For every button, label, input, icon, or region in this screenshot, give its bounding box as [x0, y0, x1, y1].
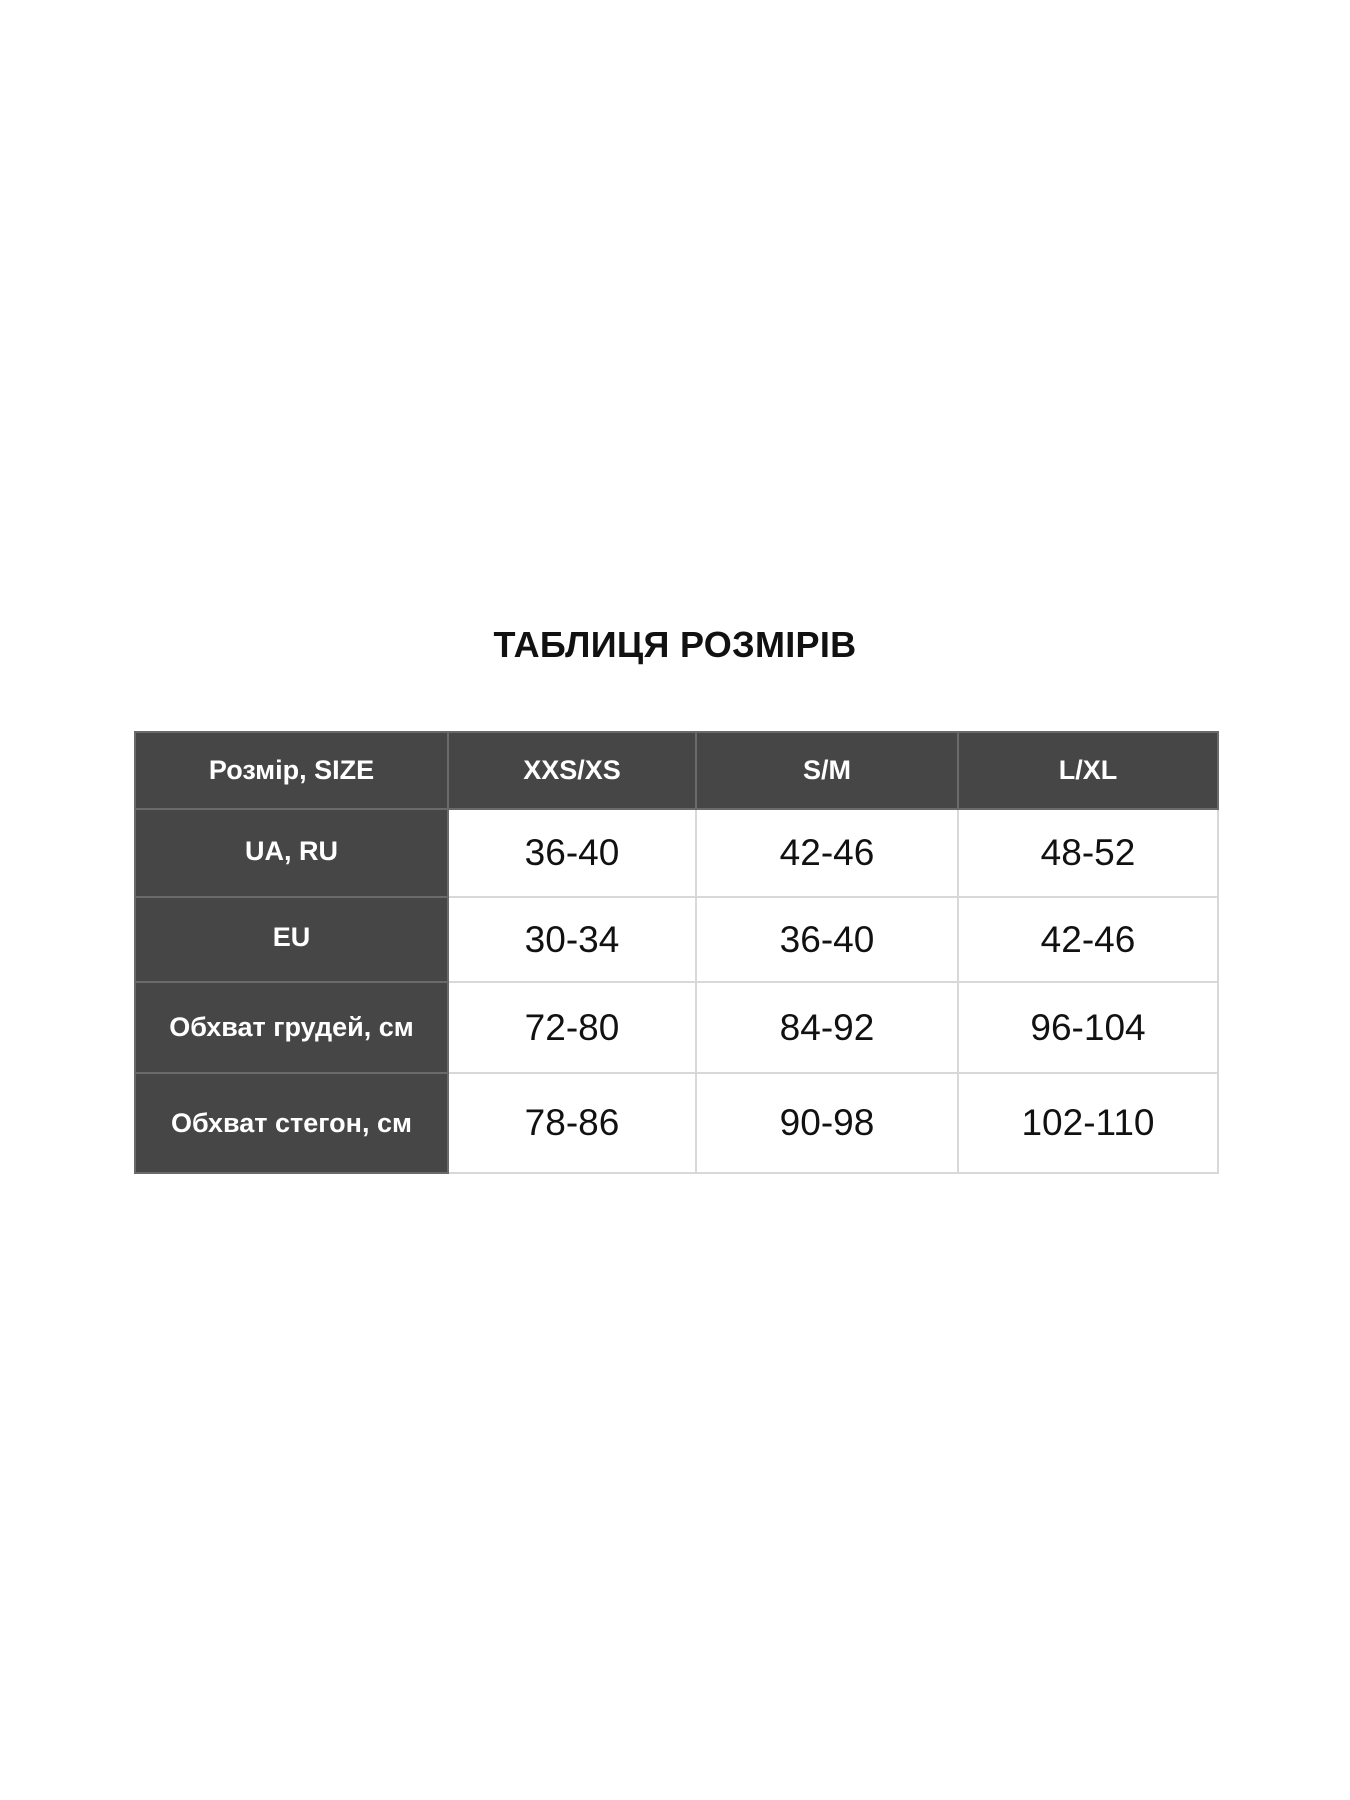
table-cell: 84-92	[695, 981, 959, 1074]
row-label: EU	[134, 896, 449, 983]
table-cell: 36-40	[695, 896, 959, 983]
row-label: Обхват стегон, см	[134, 1072, 449, 1174]
table-cell: 42-46	[695, 808, 959, 898]
header-xxs-xs: XXS/XS	[447, 731, 697, 810]
header-size-label: Розмір, SIZE	[134, 731, 449, 810]
table-cell: 42-46	[957, 896, 1219, 983]
table-row: Обхват грудей, см 72-80 84-92 96-104	[134, 981, 1219, 1074]
table-row: Обхват стегон, см 78-86 90-98 102-110	[134, 1072, 1219, 1174]
table-row: EU 30-34 36-40 42-46	[134, 896, 1219, 983]
table-cell: 78-86	[447, 1072, 697, 1174]
row-label: UA, RU	[134, 808, 449, 898]
table-row: UA, RU 36-40 42-46 48-52	[134, 808, 1219, 898]
row-label: Обхват грудей, см	[134, 981, 449, 1074]
table-header-row: Розмір, SIZE XXS/XS S/M L/XL	[134, 731, 1219, 810]
header-l-xl: L/XL	[957, 731, 1219, 810]
table-cell: 96-104	[957, 981, 1219, 1074]
header-s-m: S/M	[695, 731, 959, 810]
page-title: ТАБЛИЦЯ РОЗМІРІВ	[493, 624, 857, 665]
table-cell: 36-40	[447, 808, 697, 898]
size-table: Розмір, SIZE XXS/XS S/M L/XL UA, RU 36-4…	[134, 731, 1219, 1174]
table-cell: 90-98	[695, 1072, 959, 1174]
table-cell: 48-52	[957, 808, 1219, 898]
table-cell: 72-80	[447, 981, 697, 1074]
table-cell: 30-34	[447, 896, 697, 983]
table-cell: 102-110	[957, 1072, 1219, 1174]
